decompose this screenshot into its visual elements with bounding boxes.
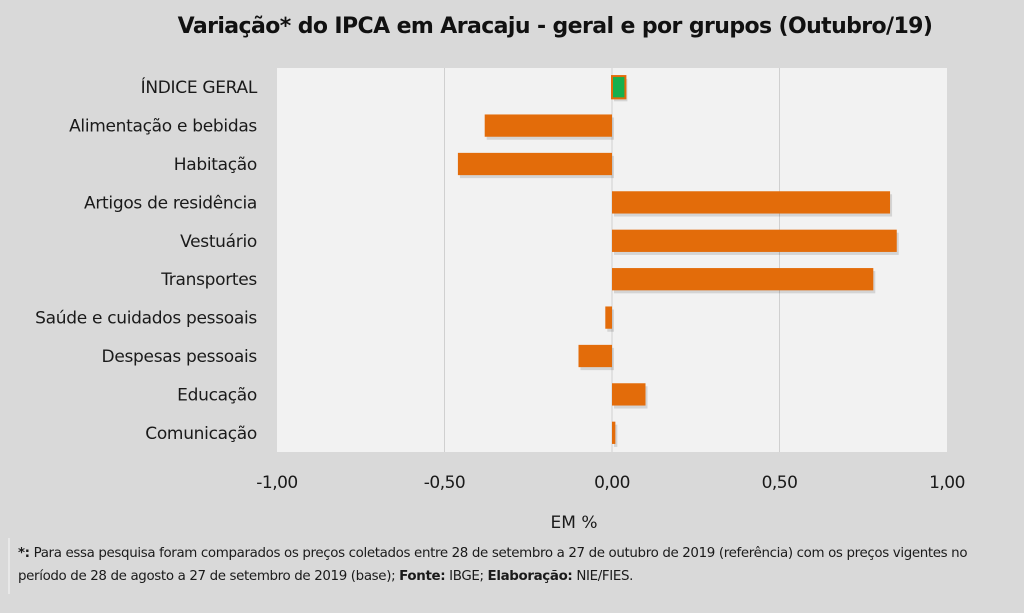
bar — [457, 152, 612, 176]
category-label: Vestuário — [180, 232, 257, 252]
bar — [611, 75, 627, 100]
bars — [457, 75, 899, 447]
bar — [578, 344, 612, 368]
bar — [612, 421, 616, 444]
category-label: Alimentação e bebidas — [69, 117, 257, 137]
category-label: Educação — [177, 385, 257, 405]
bar — [612, 268, 874, 291]
bar — [605, 306, 612, 329]
bar — [612, 191, 891, 214]
category-label: ÍNDICE GERAL — [141, 76, 258, 98]
credit-value: NIE/FIES. — [572, 569, 634, 584]
x-tick-label: 0,00 — [594, 473, 630, 493]
category-label: Despesas pessoais — [102, 347, 258, 367]
x-tick-label: 0,50 — [762, 473, 798, 493]
source-label: Fonte: — [399, 569, 446, 584]
category-labels: ÍNDICE GERAL Alimentação e bebidas Habitaç… — [35, 76, 258, 444]
category-label: Habitação — [174, 155, 257, 175]
x-tick-label: -1,00 — [256, 473, 298, 493]
x-tick-label: 1,00 — [929, 473, 965, 493]
chart-title: Variação* do IPCA em Aracaju - geral e p… — [177, 14, 933, 39]
category-label: Comunicação — [145, 424, 257, 444]
footnote: *: Para essa pesquisa foram comparados o… — [8, 538, 1016, 594]
x-tick-label: -0,50 — [424, 473, 466, 493]
x-tick-labels: -1,00 -0,50 0,00 0,50 1,00 — [256, 473, 965, 493]
bar — [484, 114, 612, 137]
footnote-text: Para essa pesquisa foram comparados os p… — [18, 546, 968, 584]
bar — [612, 229, 897, 252]
category-label: Artigos de residência — [84, 193, 257, 213]
bar — [612, 383, 646, 406]
category-label: Saúde e cuidados pessoais — [35, 309, 257, 329]
source-value: IBGE; — [445, 569, 488, 584]
bar-shadow — [614, 424, 618, 447]
x-axis-title: EM % — [551, 513, 598, 533]
bar-chart: ÍNDICE GERAL Alimentação e bebidas Habitaç… — [35, 68, 965, 533]
footnote-marker: *: — [18, 546, 30, 561]
category-label: Transportes — [160, 270, 257, 290]
credit-label: Elaboração: — [487, 569, 573, 584]
